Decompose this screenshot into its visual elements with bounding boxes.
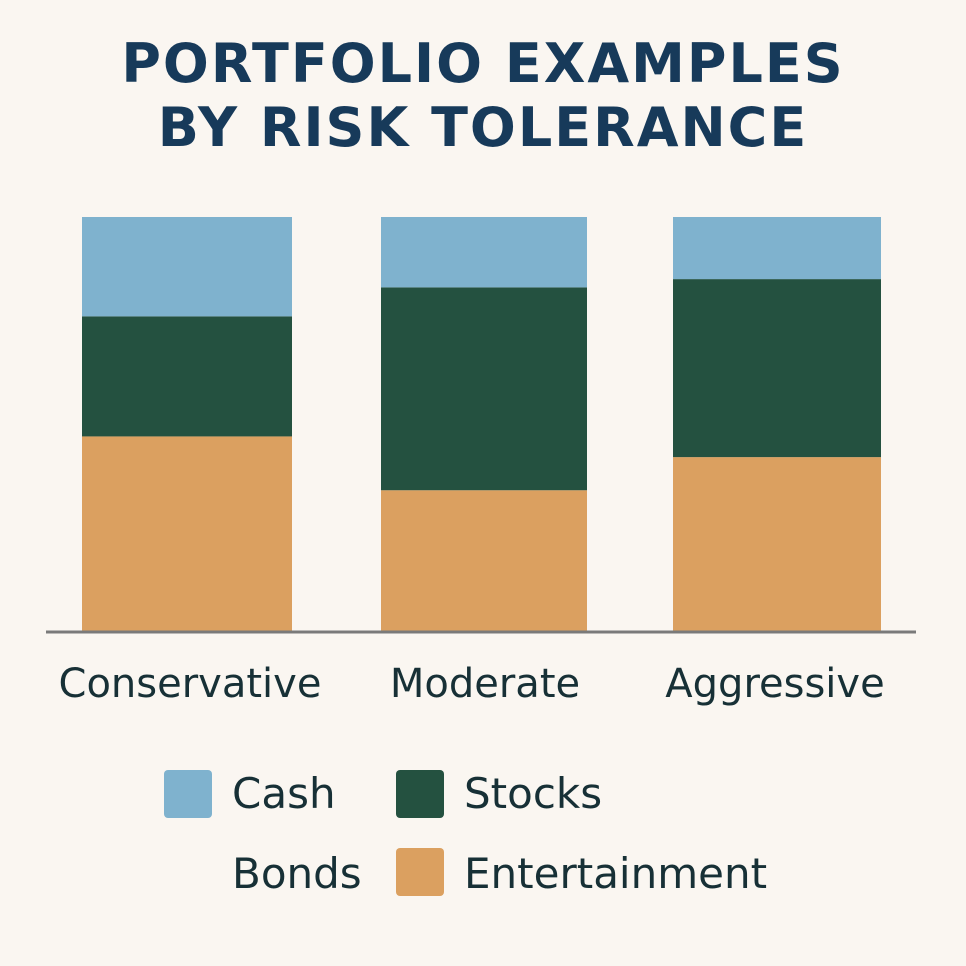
x-tick-label-moderate: Moderate xyxy=(390,661,580,707)
bar-conservative-stocks xyxy=(82,316,292,437)
bar-aggressive-cash xyxy=(673,217,881,280)
bar-conservative-cash xyxy=(82,217,292,317)
bar-aggressive-entertainment xyxy=(673,457,881,631)
bar-conservative-entertainment xyxy=(82,436,292,631)
bar-aggressive-stocks xyxy=(673,279,881,458)
bar-moderate-cash xyxy=(381,217,587,288)
bar-moderate-entertainment xyxy=(381,490,587,631)
x-tick-label-conservative: Conservative xyxy=(59,661,322,707)
chart-title-line-1: PORTFOLIO EXAMPLES xyxy=(121,32,845,95)
bar-moderate-stocks xyxy=(381,287,587,491)
chart-title-line-2: BY RISK TOLERANCE xyxy=(157,96,809,159)
x-tick-label-aggressive: Aggressive xyxy=(665,661,884,707)
chart-title: PORTFOLIO EXAMPLES BY RISK TOLERANCE xyxy=(0,32,966,160)
